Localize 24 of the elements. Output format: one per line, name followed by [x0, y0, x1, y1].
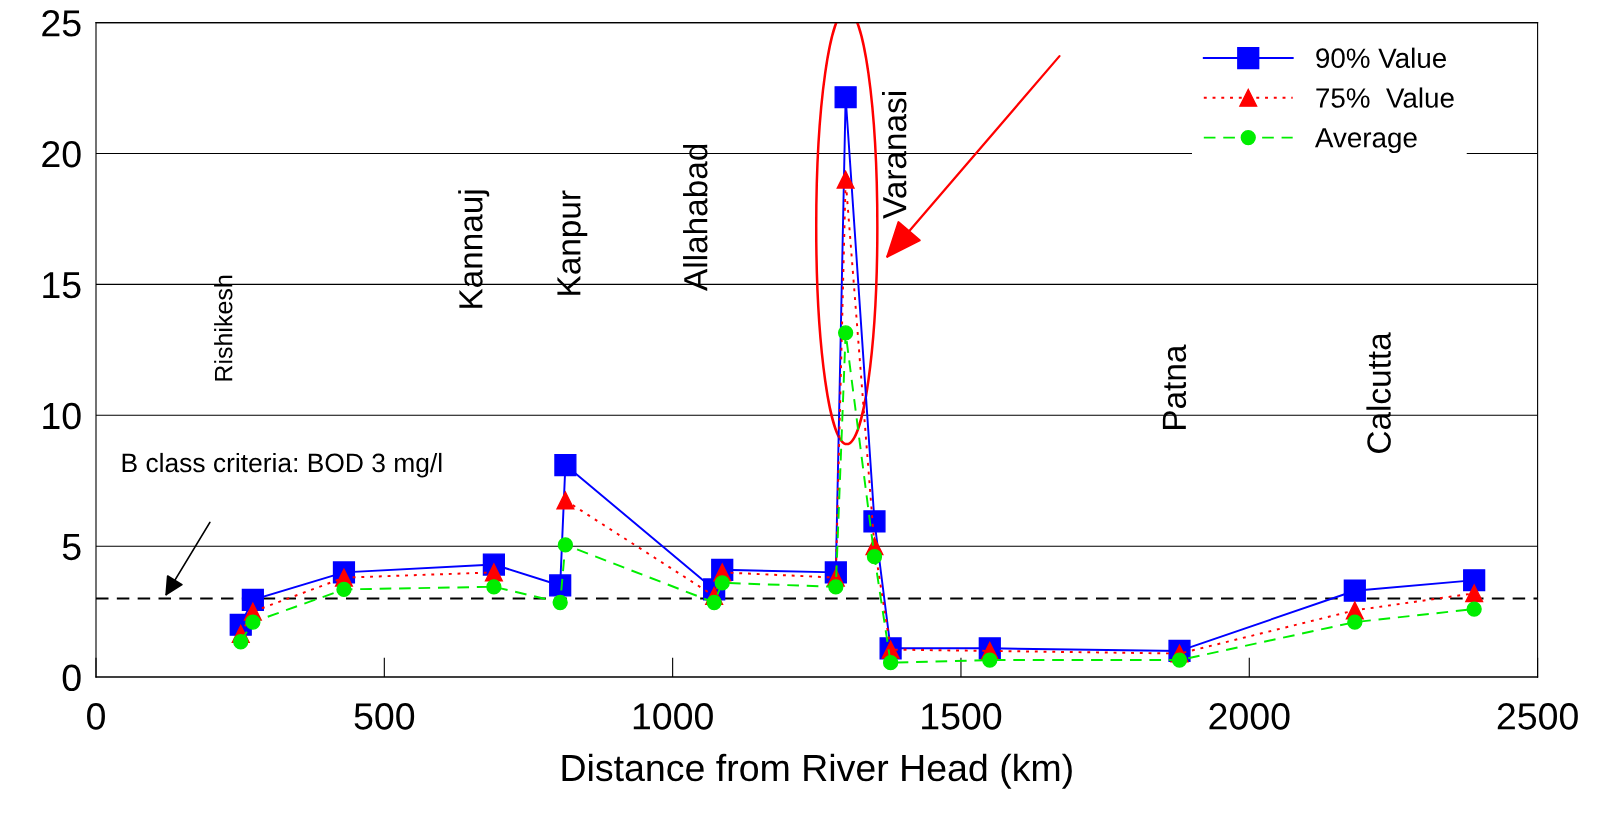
y-tick-label: 5 — [62, 534, 81, 561]
annotation: Rishikesh — [214, 275, 233, 381]
annotation: B class criteria: BOD 3 mg/l — [122, 452, 442, 478]
annotation: Patna — [1162, 344, 1187, 429]
x-tick-label: 2000 — [1209, 703, 1290, 730]
y-tick-label: 0 — [62, 664, 81, 692]
legend-label: Average — [1314, 128, 1417, 154]
annotation: Allahabad — [683, 144, 708, 291]
legend-label: 90% Value — [1316, 47, 1446, 69]
x-tick-label: 1500 — [922, 703, 1002, 730]
legend-label: 75% Value — [1316, 87, 1454, 108]
x-tick-label: 1000 — [633, 703, 713, 730]
y-tick-label: 20 — [42, 140, 81, 168]
annotation: Kannauj — [458, 190, 490, 308]
annotation: Kanpur — [557, 190, 588, 295]
x-tick-label: 2500 — [1497, 703, 1578, 730]
x-tick-label: 0 — [87, 703, 105, 730]
y-tick-label: 25 — [42, 10, 81, 37]
y-tick-label: 10 — [43, 402, 81, 430]
annotation: Calcutta — [1366, 332, 1391, 453]
y-tick-label: 15 — [43, 272, 81, 299]
annotation: Varanasi — [881, 92, 907, 219]
x-axis-title: Distance from River Head (km) — [562, 753, 1072, 789]
x-tick-label: 500 — [354, 703, 415, 730]
